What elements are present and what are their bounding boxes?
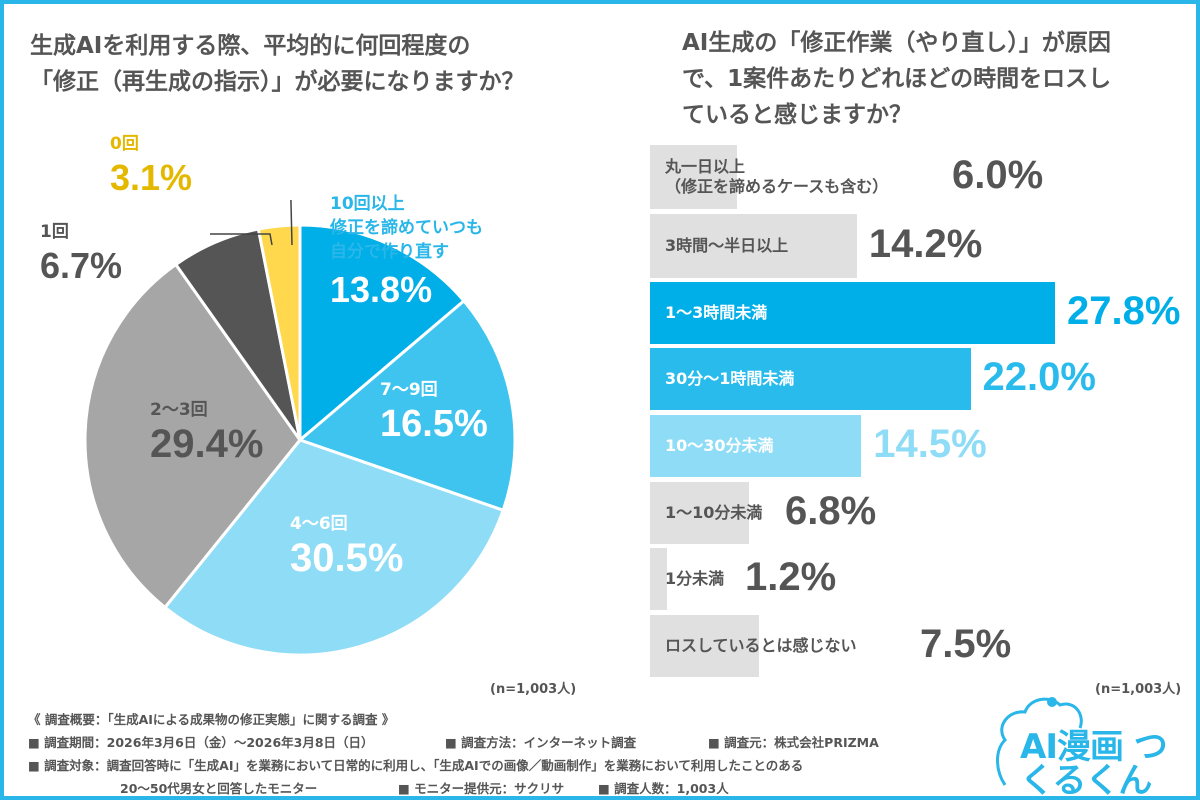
bar-value-label: 14.5% (873, 422, 987, 466)
bar-value-label: 1.2% (745, 555, 837, 599)
bar-value-label: 27.8% (1067, 289, 1181, 333)
survey-method: ■ 調査方法：インターネット調査 (445, 735, 637, 750)
bar-label: 1分未満 (665, 569, 724, 589)
bar (650, 482, 750, 544)
survey-heading: 《 調査概要：「生成AIによる成果物の修正実態」に関する調査 》 (28, 712, 395, 727)
logo: AI漫画 つくるくん (990, 690, 1190, 800)
leader-line (290, 200, 293, 246)
survey-target-cont: 20〜50代男女と回答したモニター (120, 781, 318, 796)
logo-mascot-icon (996, 697, 1083, 786)
survey-source: ■ 調査元：株式会社PRIZMA (708, 735, 879, 750)
bar-label: 30分〜1時間未満 (665, 369, 794, 389)
pie-label: 10回以上修正を諦めていつも 自分で作り直す 13.8% (330, 192, 483, 312)
pie-slice (162, 438, 506, 657)
pie-title: 生成AIを利用する際、平均的に何回程度の 「修正（再生成の指示）」が必要になります… (30, 33, 525, 95)
survey-target: ■ 調査対象：調査回答時に「生成AI」を業務において日常的に利用し、「生成AIで… (28, 758, 804, 773)
bar (650, 615, 760, 677)
pie-category-label: 自分で作り直す (330, 242, 449, 262)
pie-category-label: 修正を諦めていつも (330, 218, 483, 238)
bar-value-label: 6.8% (785, 489, 877, 533)
pie-slice (256, 223, 302, 441)
bar-value-label: 14.2% (868, 222, 983, 266)
pie-label: 7〜9回 16.5% (380, 378, 488, 446)
bar-label: 丸一日以上 （修正を諦めるケースも含む） (665, 157, 888, 197)
pie-label: 2〜3回 29.4% (150, 398, 263, 466)
bar-value-label: 22.0% (982, 355, 1096, 399)
bar-value-label: 6.0% (952, 153, 1044, 197)
pie-value-label: 3.1% (110, 157, 193, 198)
pie-label: 1回 6.7% (40, 220, 122, 288)
pie-category-label: 0回 (110, 134, 139, 154)
pie-category-label: 10回以上 (330, 194, 405, 214)
pie-category-label: 2〜3回 (150, 400, 208, 420)
pie-value-label: 13.8% (330, 269, 433, 310)
bar-category-label: 1分未満 (665, 569, 725, 588)
monitor-provider: ■ モニター提供元：サクリサ (398, 781, 565, 796)
bar-value-label: 7.5% (920, 622, 1012, 666)
pie-slice (83, 262, 302, 610)
bar-label: ロスしているとは感じない (665, 636, 857, 656)
bar-category-label: ロスしているとは感じない (665, 636, 857, 655)
pie-category-label: 7〜9回 (380, 380, 438, 400)
bar-label: 1〜3時間未満 (665, 303, 767, 323)
bar-label: 10〜30分未満 (665, 436, 774, 456)
bar-category-label: 10〜30分未満 (665, 436, 774, 455)
respondent-count: ■ 調査人数：1,003人 (598, 781, 729, 796)
pie-value-label: 16.5% (380, 403, 488, 445)
pie-label: 0回 3.1% (110, 132, 192, 200)
pie-value-label: 6.7% (40, 245, 123, 286)
bar (650, 348, 971, 410)
bar-category-label: 丸一日以上 (665, 157, 746, 176)
pie-label: 4〜6回 30.5% (290, 512, 403, 580)
bar-category-label: 1〜10分未満 (665, 503, 763, 522)
survey-period: ■ 調査期間：2026年3月6日（金）〜2026年3月8日（日） (28, 735, 374, 750)
bar (650, 145, 738, 209)
pie-value-label: 29.4% (150, 422, 264, 466)
pie-slice (298, 223, 467, 444)
bar (650, 214, 857, 278)
logo-text: AI漫画 つくるくん (1020, 727, 1168, 800)
pie-category-label: 1回 (40, 222, 69, 242)
bar-label: 3時間〜半日以上 (665, 236, 788, 256)
pie-category-label: 4〜6回 (290, 514, 348, 534)
bar-category-label: 30分〜1時間未満 (665, 369, 795, 388)
bar-category-label: （修正を諦めるケースも含む） (665, 177, 889, 196)
bar (650, 415, 862, 477)
bar (650, 548, 668, 610)
leader-line (210, 233, 273, 246)
bar-label: 1〜10分未満 (665, 503, 762, 523)
bar-title: AI生成の「修正作業（やり直し）」が原因で、1案件あたりどれほどの時間をロスして… (682, 30, 1112, 128)
pie-chart (83, 200, 517, 657)
bar (650, 282, 1055, 344)
pie-value-label: 30.5% (290, 536, 404, 580)
bar-category-label: 1〜3時間未満 (665, 303, 768, 322)
bar-category-label: 3時間〜半日以上 (665, 236, 789, 255)
bar-sample-note: (n=1,003人) (1095, 682, 1182, 697)
pie-sample-note: (n=1,003人) (490, 682, 577, 697)
